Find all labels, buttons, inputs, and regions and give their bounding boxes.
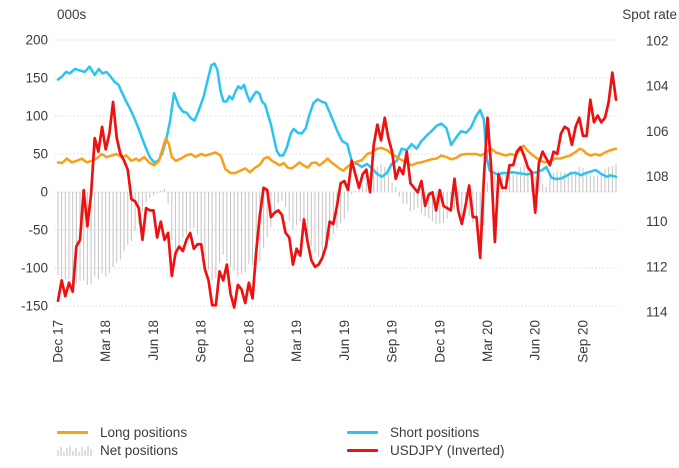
right-axis-tick-label: 106 <box>646 124 669 139</box>
legend-item-usdjpy: USDJPY (Inverted) <box>347 441 505 459</box>
legend-item-long-positions: Long positions <box>57 423 187 441</box>
legend-item-label: Net positions <box>100 442 179 458</box>
usdjpy-swatch-icon <box>347 448 378 452</box>
left-axis-tick-label: 100 <box>25 109 48 124</box>
x-axis-tick-label: Sep 18 <box>194 320 209 363</box>
net-positions-bars-icon <box>57 446 92 456</box>
left-axis-tick-label: -100 <box>21 261 48 276</box>
long-positions-swatch-icon <box>57 430 88 434</box>
x-axis-tick-label: Sep 19 <box>385 320 400 363</box>
legend-item-net-positions: Net positions <box>57 441 187 459</box>
legend-item-label: Short positions <box>390 424 480 440</box>
x-axis-tick-label: Jun 20 <box>528 320 543 361</box>
x-axis-tick-label: Mar 20 <box>480 320 495 362</box>
legend-column-right: Short positions USDJPY (Inverted) <box>347 423 505 459</box>
x-axis-tick-label: Dec 19 <box>432 320 447 363</box>
x-axis-tick-label: Mar 18 <box>98 320 113 362</box>
x-axis-tick-label: Sep 20 <box>575 320 590 363</box>
left-axis-tick-label: 0 <box>40 185 48 200</box>
x-axis-tick-label: Mar 19 <box>289 320 304 362</box>
x-axis-tick-label: Jun 18 <box>146 320 161 361</box>
short-positions-swatch-icon <box>347 430 378 434</box>
x-axis-tick-label: Dec 18 <box>241 320 256 363</box>
left-axis-tick-label: -150 <box>21 299 48 314</box>
left-axis-tick-label: 150 <box>25 71 48 86</box>
right-axis-tick-label: 104 <box>646 79 669 94</box>
legend-item-short-positions: Short positions <box>347 423 505 441</box>
left-axis-tick-label: 200 <box>25 33 48 48</box>
right-axis-title: Spot rate <box>622 7 677 22</box>
chart-generated-content: 200 150 100 50 0 -50 -100 -150 102 104 106 108 110 11… <box>21 33 669 363</box>
x-axis-tick-label: Dec 17 <box>51 320 66 363</box>
left-axis-title: 000s <box>57 7 87 22</box>
legend-item-label: USDJPY (Inverted) <box>390 442 505 458</box>
left-axis-tick-label: 50 <box>33 147 48 162</box>
short-positions-line <box>56 62 618 181</box>
right-axis-tick-label: 102 <box>646 34 669 49</box>
legend-column-left: Long positions Net positions <box>57 423 187 459</box>
long-positions-line <box>56 136 618 175</box>
right-axis-tick-label: 112 <box>646 259 668 274</box>
positions-vs-spot-chart: 000s Spot rate 200 150 100 50 0 -50 -100 -150 10… <box>21 7 677 363</box>
right-axis-tick-label: 110 <box>646 214 668 229</box>
legend-item-label: Long positions <box>100 424 188 440</box>
usdjpy-line <box>56 71 618 309</box>
right-axis-tick-label: 114 <box>646 305 668 320</box>
left-axis-tick-label: -50 <box>28 223 48 238</box>
x-axis-tick-label: Jun 19 <box>337 320 352 361</box>
right-axis-tick-label: 108 <box>646 169 669 184</box>
